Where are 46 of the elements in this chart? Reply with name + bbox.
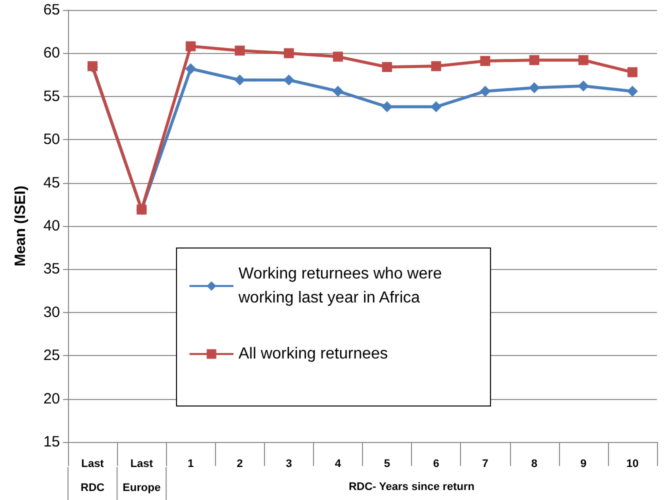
point: [185, 63, 196, 74]
point: [382, 101, 393, 112]
point: [529, 55, 540, 66]
x-axis-title: RDC- Years since return: [348, 481, 475, 493]
y-tick-label: 25: [43, 347, 60, 364]
point: [234, 74, 246, 86]
point: [332, 86, 344, 97]
y-tick-label: 50: [43, 131, 60, 148]
x-tick-label: 4: [334, 458, 342, 470]
legend-label: Working returnees who were working last year in Africa: [238, 266, 446, 306]
x-tick-label: 6: [433, 458, 440, 470]
point: [626, 86, 638, 97]
point: [578, 55, 588, 66]
point: [186, 41, 196, 52]
x-tick-label: 10: [626, 458, 639, 470]
point: [332, 52, 343, 62]
x-tick-label: 1: [188, 458, 194, 470]
x-tick-label: 5: [384, 458, 390, 470]
x-tick-label: 3: [286, 458, 292, 470]
y-tick-label: 15: [43, 434, 60, 450]
y-tick-label: 40: [43, 218, 60, 234]
x-tick-label: 9: [580, 458, 586, 470]
y-tick-label: 45: [43, 174, 60, 192]
point: [430, 101, 442, 112]
point: [382, 62, 392, 72]
y-tick-label: 30: [43, 304, 60, 321]
point: [480, 86, 491, 97]
x-tick-label: 7: [482, 458, 488, 470]
point: [284, 48, 294, 58]
y-tick-label: 20: [43, 390, 60, 408]
y-tick-label: 35: [43, 260, 60, 278]
y-tick-label: 65: [43, 2, 60, 18]
x-tick-label: 2: [236, 458, 243, 470]
point: [480, 56, 490, 66]
point: [431, 61, 442, 72]
y-axis-title: Mean (ISEI): [12, 186, 29, 266]
legend-label: All working returnees: [238, 346, 388, 362]
x-tick-label: 8: [531, 458, 538, 470]
point: [578, 80, 589, 92]
y-tick-label: 60: [43, 44, 60, 62]
point: [234, 46, 245, 56]
point: [627, 67, 638, 78]
x-tick-label: Last RDC: [80, 458, 105, 494]
y-tick-label: 55: [43, 88, 60, 105]
x-tick-label: Last Europe: [122, 458, 161, 494]
point: [528, 82, 540, 94]
